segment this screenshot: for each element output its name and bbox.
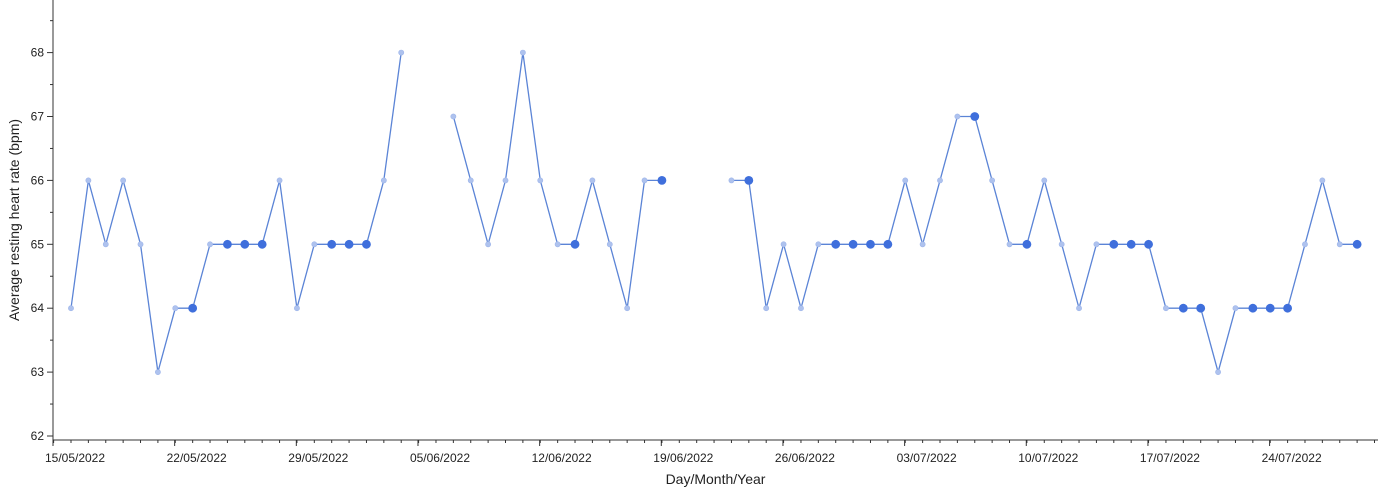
y-axis: 62 63 64 65 66 67 68 bbox=[31, 0, 54, 443]
x-tick-label: 29/05/2022 bbox=[288, 451, 348, 465]
data-point bbox=[1006, 241, 1013, 248]
data-point-repeat bbox=[848, 239, 858, 249]
data-point-repeat bbox=[188, 303, 198, 313]
data-point bbox=[954, 113, 961, 120]
data-point-repeat bbox=[970, 112, 980, 121]
x-tick-label: 19/06/2022 bbox=[653, 451, 713, 465]
data-point-repeat bbox=[1265, 303, 1275, 313]
data-point bbox=[624, 305, 631, 312]
data-point-repeat bbox=[257, 239, 267, 249]
data-point bbox=[780, 241, 787, 248]
data-point bbox=[798, 305, 804, 312]
data-point-repeat bbox=[1248, 303, 1258, 313]
data-point bbox=[937, 177, 943, 184]
data-point-repeat bbox=[866, 239, 875, 249]
data-point bbox=[1093, 241, 1100, 248]
data-point-repeat bbox=[240, 239, 250, 249]
plot-area bbox=[68, 49, 1362, 375]
x-tick-label: 12/06/2022 bbox=[532, 451, 592, 465]
data-point-repeat bbox=[831, 239, 841, 249]
y-tick-label: 62 bbox=[31, 429, 45, 443]
data-point-repeat bbox=[1196, 303, 1206, 313]
data-point bbox=[1058, 241, 1065, 248]
data-point-repeat bbox=[657, 176, 667, 185]
data-point-repeat bbox=[344, 239, 354, 249]
series-line-segment bbox=[452, 52, 662, 309]
data-point-repeat bbox=[1022, 239, 1032, 249]
data-point bbox=[207, 241, 213, 248]
data-point-repeat bbox=[1144, 239, 1153, 249]
data-point bbox=[919, 241, 926, 248]
data-point bbox=[815, 241, 822, 248]
data-point bbox=[102, 241, 109, 248]
data-point-repeat bbox=[327, 239, 337, 249]
x-axis-title: Day/Month/Year bbox=[666, 471, 766, 487]
data-point-repeat bbox=[744, 176, 754, 185]
y-axis-title: Average resting heart rate (bpm) bbox=[6, 119, 22, 321]
data-point bbox=[398, 49, 405, 56]
data-point bbox=[728, 177, 735, 184]
series-lines bbox=[70, 52, 1358, 375]
x-axis: 15/05/2022 22/05/2022 29/05/2022 05/06/2022… bbox=[45, 439, 1378, 465]
series-line-segment bbox=[70, 52, 402, 373]
data-point bbox=[450, 113, 457, 120]
data-point bbox=[154, 369, 161, 375]
y-tick-label: 66 bbox=[31, 173, 45, 187]
data-point bbox=[172, 305, 179, 312]
data-point bbox=[1215, 369, 1221, 375]
data-point-repeat bbox=[883, 239, 893, 249]
data-point bbox=[519, 49, 526, 56]
data-point bbox=[554, 241, 561, 248]
x-tick-label: 05/06/2022 bbox=[410, 451, 470, 465]
data-point-repeat bbox=[570, 239, 580, 249]
y-tick-label: 63 bbox=[31, 365, 45, 379]
x-tick-label: 17/07/2022 bbox=[1140, 451, 1200, 465]
data-point bbox=[311, 241, 318, 248]
x-tick-label: 03/07/2022 bbox=[897, 451, 957, 465]
y-tick-label: 65 bbox=[31, 237, 45, 251]
data-point bbox=[467, 177, 474, 184]
data-point bbox=[294, 305, 300, 312]
data-point bbox=[1232, 305, 1239, 312]
data-point bbox=[1076, 305, 1082, 312]
series-line-segment bbox=[731, 115, 1358, 375]
y-tick-label: 67 bbox=[31, 110, 45, 124]
data-point bbox=[989, 177, 996, 184]
data-point-repeat bbox=[1126, 239, 1136, 249]
data-point bbox=[137, 241, 144, 248]
x-tick-label: 15/05/2022 bbox=[45, 451, 105, 465]
x-tick-label: 26/06/2022 bbox=[775, 451, 835, 465]
data-point bbox=[1163, 305, 1169, 312]
data-point bbox=[68, 305, 74, 312]
data-point bbox=[1319, 177, 1326, 184]
data-point bbox=[1041, 177, 1048, 184]
x-tick-label: 10/07/2022 bbox=[1018, 451, 1078, 465]
data-point-repeat bbox=[1352, 239, 1362, 249]
data-point bbox=[763, 305, 770, 312]
data-point bbox=[641, 177, 648, 184]
data-point bbox=[502, 177, 509, 184]
y-tick-label: 64 bbox=[31, 301, 45, 315]
data-point bbox=[589, 177, 596, 184]
data-point bbox=[85, 177, 92, 184]
series-points bbox=[68, 49, 1362, 375]
data-point bbox=[1302, 241, 1308, 248]
data-point bbox=[537, 177, 544, 184]
data-point bbox=[1336, 241, 1343, 248]
data-point bbox=[606, 241, 613, 248]
data-point bbox=[276, 177, 283, 184]
data-point-repeat bbox=[223, 239, 232, 249]
data-point bbox=[485, 241, 492, 248]
data-point-repeat bbox=[362, 239, 371, 249]
data-point bbox=[120, 177, 127, 184]
data-point-repeat bbox=[1178, 303, 1188, 313]
y-tick-label: 68 bbox=[31, 46, 45, 60]
data-point bbox=[380, 177, 387, 184]
data-point-repeat bbox=[1283, 303, 1292, 313]
x-tick-label: 22/05/2022 bbox=[167, 451, 227, 465]
x-tick-label: 24/07/2022 bbox=[1262, 451, 1322, 465]
data-point bbox=[902, 177, 909, 184]
data-point-repeat bbox=[1109, 239, 1119, 249]
